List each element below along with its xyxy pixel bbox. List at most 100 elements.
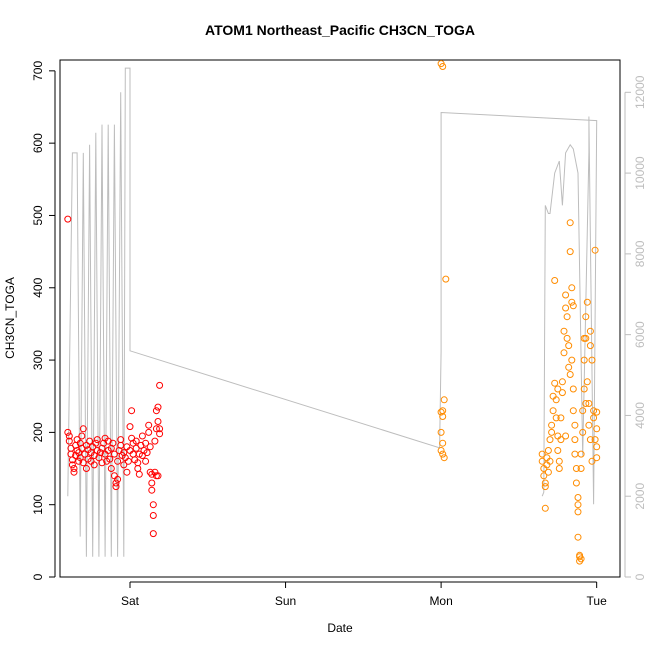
series-2-point — [572, 465, 580, 472]
series-2-point — [554, 447, 562, 454]
series-1-point — [93, 436, 101, 444]
series-2-point — [583, 298, 591, 306]
series-2-point — [437, 428, 445, 436]
series-2-point — [565, 342, 573, 350]
series-2-point — [577, 465, 585, 472]
series-1-point — [146, 443, 154, 451]
series-2-point — [546, 436, 554, 444]
series-2-point — [540, 472, 548, 480]
series-1-point — [148, 486, 156, 494]
series-2-point — [439, 450, 447, 458]
series-1-point — [120, 449, 128, 457]
series-1-point — [148, 479, 156, 487]
series-1-point — [79, 425, 87, 433]
series-1-point — [76, 454, 84, 462]
series-1-point — [145, 421, 153, 429]
altitude-line — [67, 67, 598, 557]
series-2-point — [580, 356, 588, 364]
series-2-point — [544, 447, 552, 454]
series-2-point — [440, 396, 448, 404]
y2-tick-label: 12000 — [633, 75, 647, 109]
series-1-point — [65, 432, 73, 440]
series-1-point — [154, 403, 162, 411]
y-tick-label: 600 — [31, 133, 45, 153]
y2-tick-label: 2000 — [633, 483, 647, 510]
series-1-point — [124, 457, 132, 465]
series-2-point — [568, 298, 576, 306]
series-1-point — [79, 459, 87, 467]
y-axis-right: 0 2000 4000 6000 8000 10000 12000 — [624, 75, 647, 580]
series-1-point — [64, 428, 72, 436]
series-1-point — [110, 450, 118, 458]
series-1-point — [117, 436, 125, 444]
series-2-point — [558, 389, 566, 397]
y-tick-label: 300 — [31, 350, 45, 370]
series-2-point — [549, 407, 557, 415]
series-2-point — [538, 457, 546, 465]
series-1-point — [135, 470, 143, 478]
altitude-line-layer — [67, 67, 598, 557]
series-2-point — [582, 400, 590, 407]
series-2-point — [593, 454, 601, 462]
x-tick-label: Sun — [275, 594, 296, 608]
series-1-point — [146, 468, 154, 476]
series-2-point — [586, 342, 594, 350]
series-2-point — [555, 457, 563, 465]
series-2-point — [576, 553, 584, 561]
series-1-point — [114, 475, 122, 483]
series-2-point — [551, 277, 559, 284]
series-2-point — [557, 414, 565, 422]
series-2-point — [562, 291, 570, 299]
series-2-point — [585, 400, 593, 407]
series-2-point — [569, 302, 577, 310]
y-tick-label: 0 — [31, 573, 45, 580]
series-1-point — [65, 437, 73, 445]
series-1-point — [92, 439, 100, 447]
series-1-point — [70, 468, 78, 476]
series-1-point — [120, 461, 128, 469]
x-axis-label: Date — [327, 621, 353, 635]
y2-tick-label: 0 — [633, 573, 647, 580]
series-1-point — [112, 479, 120, 487]
series-1-point — [152, 472, 160, 480]
x-axis: Sat Sun Mon Tue — [121, 581, 607, 608]
y-tick-label: 700 — [31, 61, 45, 81]
series-2-point — [552, 414, 560, 422]
series-1-point — [138, 432, 146, 440]
series-2-point — [562, 304, 570, 312]
series-2-point — [568, 284, 576, 292]
series-2-point — [440, 454, 448, 462]
series-1-point — [156, 381, 164, 389]
series-2-point — [437, 447, 445, 454]
y-tick-label: 100 — [31, 494, 45, 514]
series-2-point — [562, 432, 570, 440]
series-1-point — [96, 449, 104, 457]
series-1-point — [64, 215, 72, 223]
y-tick-label: 500 — [31, 205, 45, 225]
series-1-point — [149, 512, 157, 519]
series-2-point — [577, 450, 585, 458]
series-2-point — [580, 334, 588, 342]
series-1-point — [98, 459, 106, 467]
series-1-point — [142, 457, 150, 465]
data-points-layer — [64, 60, 601, 565]
y2-tick-label: 4000 — [633, 402, 647, 429]
series-2-point — [541, 504, 549, 512]
series-2-point — [548, 428, 556, 436]
y2-tick-label: 10000 — [633, 156, 647, 190]
y-tick-label: 400 — [31, 277, 45, 297]
series-2-point — [579, 428, 587, 436]
series-1-point — [145, 428, 153, 436]
series-1-point — [132, 437, 140, 445]
series-2-point — [554, 385, 562, 393]
series-2-point — [590, 414, 598, 422]
series-2-point — [572, 479, 580, 487]
series-2-point — [544, 468, 552, 476]
series-2-point — [591, 246, 599, 254]
series-1-point — [78, 432, 86, 440]
series-1-point — [151, 437, 159, 445]
series-1-point — [156, 425, 164, 433]
series-2-point — [439, 413, 447, 420]
